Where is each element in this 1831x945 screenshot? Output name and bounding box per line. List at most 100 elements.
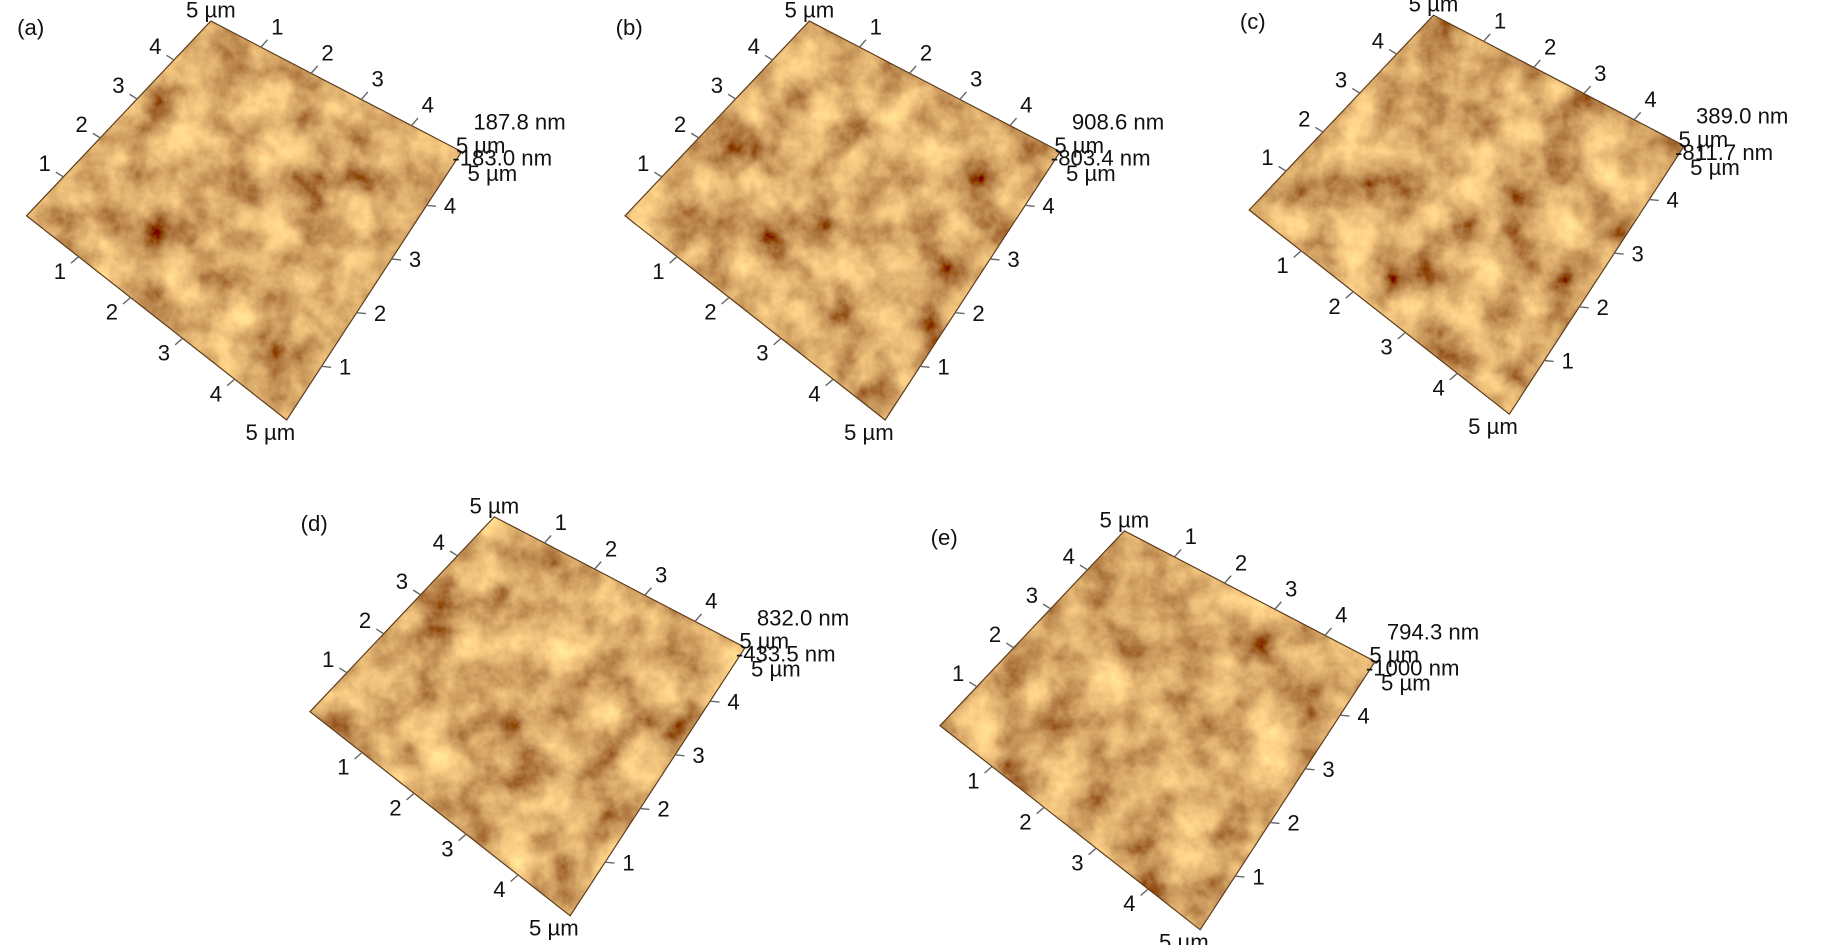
tick-mark [1278, 165, 1287, 172]
tick-label: 2 [1019, 810, 1031, 835]
tick-label: 2 [75, 112, 87, 137]
tick-mark [1351, 87, 1361, 94]
surface-texture [309, 516, 746, 916]
tick-mark [449, 550, 458, 557]
z-min-label: -183.0 nm [452, 146, 552, 171]
tick-mark [70, 256, 79, 264]
tick-mark [375, 628, 385, 635]
tick-mark [1388, 48, 1398, 55]
tick-mark [694, 613, 703, 622]
tick-mark [1274, 601, 1282, 610]
tick-mark [1224, 575, 1232, 584]
tick-mark [669, 256, 678, 264]
tick-label: 2 [972, 301, 984, 326]
tick-mark [543, 535, 552, 544]
length-label: 5 µm [1054, 133, 1104, 158]
tick-mark [1449, 372, 1458, 381]
tick-mark [354, 751, 363, 760]
tick-mark [969, 681, 978, 688]
tick-mark [955, 311, 965, 315]
tick-mark [654, 171, 663, 178]
tick-label: 3 [396, 569, 408, 594]
tick-label: 1 [967, 769, 979, 794]
tick-label: 2 [1298, 106, 1310, 131]
tick-label: 4 [808, 381, 820, 406]
tick-label: 4 [727, 689, 739, 714]
tick-mark [1633, 111, 1642, 121]
tick-mark [360, 91, 369, 100]
tick-label: 4 [1123, 891, 1135, 916]
tick-mark [909, 65, 917, 74]
tick-label: 1 [1261, 145, 1273, 170]
tick-mark [1079, 564, 1088, 571]
tick-label: 2 [1287, 811, 1299, 836]
tick-mark [644, 587, 652, 596]
tick-mark [690, 132, 700, 139]
tick-label: 3 [1026, 583, 1038, 608]
tick-mark [764, 54, 773, 61]
tick-mark [410, 117, 419, 126]
tick-label: 1 [622, 850, 634, 875]
tick-label: 2 [389, 796, 401, 821]
length-label: 5 µm [529, 916, 579, 941]
length-label: 5 µm [1468, 414, 1518, 439]
tick-mark [990, 258, 1000, 261]
tick-mark [858, 39, 867, 48]
tick-mark [605, 861, 615, 864]
length-label: 5 µm [1381, 671, 1431, 696]
length-label: 5 µm [739, 629, 789, 654]
tick-mark [1305, 768, 1315, 771]
length-label: 5 µm [186, 0, 236, 23]
tick-label: 3 [692, 743, 704, 768]
tick-label: 3 [1007, 247, 1019, 272]
tick-label: 3 [441, 836, 453, 861]
tick-mark [959, 91, 967, 100]
length-label: 5 µm [456, 133, 506, 158]
tick-mark [1340, 714, 1350, 717]
surface-edge [939, 530, 1377, 931]
tick-mark [1293, 250, 1302, 258]
z-min-label: -803.4 nm [1051, 146, 1151, 171]
length-label: 5 µm [1409, 0, 1459, 17]
tick-label: 1 [1562, 349, 1574, 374]
tick-mark [1324, 627, 1333, 636]
tick-label: 1 [1276, 253, 1288, 278]
tick-label: 4 [1357, 703, 1369, 728]
tick-label: 2 [657, 797, 669, 822]
tick-label: 4 [1020, 93, 1032, 118]
tick-mark [321, 365, 332, 368]
tick-mark [129, 93, 138, 100]
tick-label: 4 [444, 194, 456, 219]
tick-label: 1 [54, 259, 66, 284]
surface-edge [624, 20, 1062, 421]
tick-mark [1036, 806, 1045, 815]
tick-mark [92, 132, 101, 139]
tick-mark [1533, 59, 1541, 68]
length-label: 5 µm [1690, 155, 1740, 180]
tick-label: 4 [422, 93, 434, 118]
panel-label: (b) [616, 15, 643, 40]
tick-label: 1 [952, 661, 964, 686]
tick-mark [226, 378, 236, 387]
tick-label: 4 [210, 381, 222, 406]
tick-mark [1345, 291, 1354, 299]
z-max-label: 389.0 nm [1696, 104, 1788, 129]
tick-mark [356, 311, 367, 315]
tick-mark [984, 765, 993, 774]
length-label: 5 µm [469, 493, 519, 518]
tick-label: 4 [1042, 194, 1054, 219]
tick-mark [1544, 359, 1554, 363]
tick-label: 4 [1335, 603, 1347, 628]
tick-mark [406, 792, 415, 801]
z-max-label: 794.3 nm [1387, 619, 1479, 644]
tick-mark [1025, 204, 1035, 207]
tick-label: 1 [652, 259, 664, 284]
tick-label: 3 [711, 73, 723, 98]
tick-mark [310, 65, 319, 74]
tick-label: 3 [1335, 67, 1347, 92]
z-min-label: -433.5 nm [736, 642, 836, 667]
tick-label: 3 [112, 73, 124, 98]
